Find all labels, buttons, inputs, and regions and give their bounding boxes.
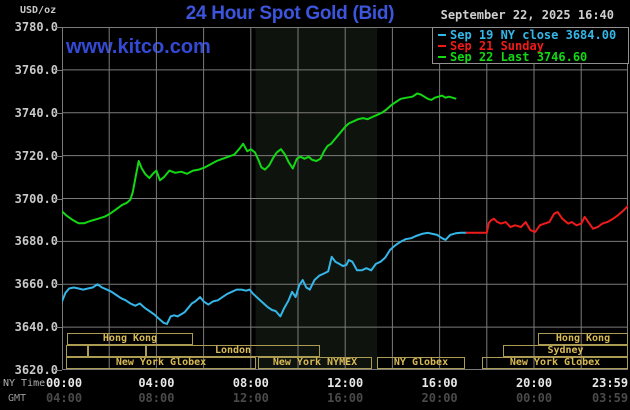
nytime-tick-label: 23:59	[591, 376, 629, 390]
legend-dash-icon	[438, 44, 446, 47]
y-axis-tick-mark	[56, 69, 62, 71]
plot-border	[62, 27, 628, 370]
session-label: New York Globex	[509, 357, 601, 368]
kitco-watermark-link[interactable]: www.kitco.com	[66, 36, 211, 58]
y-axis-tick-mark	[56, 284, 62, 286]
gmt-tick-label: 16:00	[327, 391, 364, 405]
legend-entry-label: Sep 22 Last 3746.60	[450, 49, 588, 64]
y-axis-tick-label: 3660.0	[14, 277, 58, 292]
plot-area	[62, 27, 628, 370]
y-axis-tick-label: 3620.0	[14, 363, 58, 377]
gmt-tick-label: 20:00	[421, 391, 458, 405]
price-line-sep-19-ny-close	[62, 231, 468, 325]
x-axis-row-label-gmt: GMT	[8, 393, 27, 404]
session-label: London	[214, 345, 252, 356]
session-box-hong-kong: Hong Kong	[67, 333, 193, 345]
legend-box: Sep 19 NY close 3684.00 Sep 21 Sunday Sep …	[432, 27, 629, 64]
nytime-tick-label: 20:00	[515, 376, 553, 390]
y-axis-unit-label: USD/oz	[20, 5, 57, 16]
gmt-tick-label: 12:00	[232, 391, 269, 405]
session-box-hong-kong: Hong Kong	[538, 333, 628, 345]
legend-entry: Sep 22 Last 3746.60	[433, 49, 628, 64]
session-box-sydney: Sydney	[503, 345, 628, 357]
session-box-new-york-globex: New York Globex	[66, 357, 256, 369]
y-axis-tick-label: 3760.0	[14, 62, 58, 77]
y-axis-tick-label: 3780.0	[14, 20, 58, 34]
nytime-tick-label: 16:00	[421, 376, 458, 390]
session-box-new-york-globex: New York Globex	[482, 357, 628, 369]
gmt-tick-label: 08:00	[138, 391, 175, 405]
session-label: New York Globex	[115, 357, 207, 368]
session-box-ny-globex: NY Globex	[377, 357, 465, 369]
x-axis-row-label-nytime: NY Time	[3, 378, 46, 389]
y-axis-tick-mark	[56, 112, 62, 114]
nytime-tick-label: 00:00	[45, 376, 83, 390]
gmt-tick-label: 04:00	[45, 391, 83, 405]
price-line-sep-21-sunday	[465, 205, 628, 234]
chart-timestamp: September 22, 2025 16:40	[440, 8, 614, 22]
legend-dash-icon	[438, 33, 446, 36]
y-axis-tick-label: 3720.0	[14, 148, 58, 163]
y-axis-tick-label: 3740.0	[14, 105, 58, 120]
y-axis-tick-mark	[56, 155, 62, 157]
session-label: New York NYMEX	[272, 357, 358, 368]
session-label: Hong Kong	[102, 333, 158, 344]
gmt-tick-label: 00:00	[515, 391, 553, 405]
legend-entry: Sep 21 Sunday	[433, 38, 628, 53]
nytime-tick-label: 08:00	[232, 376, 269, 390]
session-box-new-york-nymex: New York NYMEX	[258, 357, 372, 369]
y-axis-tick-label: 3640.0	[14, 320, 58, 335]
page-title: 24 Hour Spot Gold (Bid)	[185, 3, 395, 24]
session-label: Sydney	[547, 345, 584, 356]
nytime-tick-label: 04:00	[138, 376, 175, 390]
y-axis-tick-mark	[56, 198, 62, 200]
legend-dash-icon	[438, 55, 446, 58]
legend-entry-label: Sep 21 Sunday	[450, 38, 544, 53]
session-label: NY Globex	[393, 357, 449, 368]
y-axis-tick-mark	[56, 370, 62, 371]
legend-entry: Sep 19 NY close 3684.00	[433, 27, 628, 42]
nytime-tick-label: 12:00	[327, 376, 364, 390]
y-axis-tick-mark	[56, 241, 62, 243]
session-box-london: London	[146, 345, 320, 357]
session-label: Hong Kong	[555, 333, 611, 344]
session-box-blank	[88, 345, 146, 357]
y-axis-tick-mark	[56, 327, 62, 329]
price-line-sep-22-last	[62, 92, 457, 225]
y-axis-tick-mark	[56, 27, 62, 28]
legend-entry-label: Sep 19 NY close 3684.00	[450, 27, 617, 42]
session-box-blank	[66, 345, 88, 357]
y-axis-tick-label: 3700.0	[14, 191, 58, 206]
y-axis-tick-label: 3680.0	[14, 234, 58, 249]
gmt-tick-label: 03:59	[591, 391, 629, 405]
